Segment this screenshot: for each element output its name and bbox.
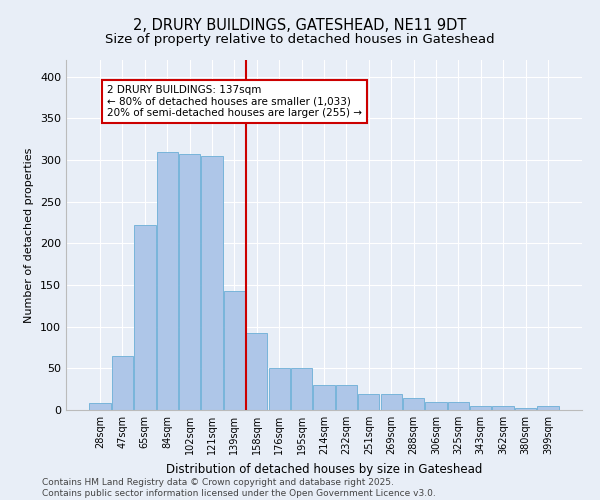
Bar [134,225,155,410]
Bar [157,152,178,410]
Bar [380,394,402,410]
Y-axis label: Number of detached properties: Number of detached properties [25,148,34,322]
Bar [425,402,446,410]
Text: 2, DRURY BUILDINGS, GATESHEAD, NE11 9DT: 2, DRURY BUILDINGS, GATESHEAD, NE11 9DT [133,18,467,32]
Bar [515,408,536,410]
Bar [403,398,424,410]
Bar [89,404,111,410]
Bar [291,368,312,410]
Bar [224,291,245,410]
Text: Size of property relative to detached houses in Gateshead: Size of property relative to detached ho… [105,32,495,46]
Bar [179,154,200,410]
Text: Contains HM Land Registry data © Crown copyright and database right 2025.
Contai: Contains HM Land Registry data © Crown c… [42,478,436,498]
Bar [313,385,335,410]
Bar [358,394,379,410]
Bar [448,402,469,410]
Bar [202,156,223,410]
Bar [336,385,357,410]
Bar [246,332,268,410]
Bar [493,406,514,410]
Bar [537,406,559,410]
Bar [470,406,491,410]
X-axis label: Distribution of detached houses by size in Gateshead: Distribution of detached houses by size … [166,462,482,475]
Bar [269,368,290,410]
Text: 2 DRURY BUILDINGS: 137sqm
← 80% of detached houses are smaller (1,033)
20% of se: 2 DRURY BUILDINGS: 137sqm ← 80% of detac… [107,85,362,118]
Bar [112,356,133,410]
